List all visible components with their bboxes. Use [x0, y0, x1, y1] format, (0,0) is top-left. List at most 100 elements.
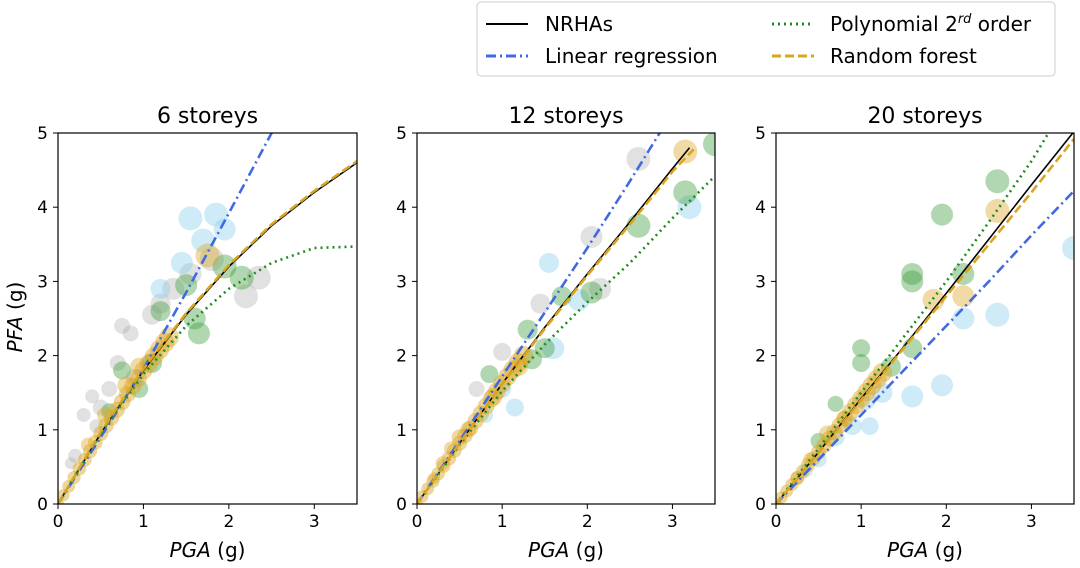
scatter-point-blue: [843, 417, 862, 436]
x-axis-label-unit: (g): [569, 538, 604, 562]
legend: NRHAs Linear regression Polynomial 2rd o…: [476, 1, 1056, 77]
y-tick-label: 0: [37, 495, 48, 515]
scatter-point-blue: [855, 390, 876, 411]
scatter-point-green: [229, 265, 254, 290]
y-tick-label: 2: [755, 347, 766, 367]
y-tick-label: 1: [396, 421, 407, 441]
scatter-point-grey: [493, 342, 512, 361]
scatter-point-green: [985, 169, 1010, 194]
scatter-point-blue: [477, 406, 494, 423]
scatter-point-green: [150, 301, 171, 322]
x-tick-label: 1: [497, 512, 508, 532]
x-tick-label: 2: [941, 512, 952, 532]
scatter-point-gold: [922, 288, 945, 311]
y-tick-label: 3: [396, 272, 407, 292]
x-tick-label: 0: [412, 512, 423, 532]
x-axis-label-var: PGA: [887, 538, 928, 562]
y-tick-label: 3: [755, 272, 766, 292]
scatter-point-blue: [191, 228, 216, 253]
scatter-point-green: [901, 262, 924, 285]
x-axis-label-var: PGA: [528, 538, 569, 562]
legend-label-polynomial-sup: rd: [958, 12, 972, 27]
scatter-point-grey: [109, 355, 126, 372]
scatter-point-green: [183, 307, 206, 330]
scatter-point-grey: [162, 277, 185, 300]
y-tick-label: 0: [396, 495, 407, 515]
legend-label-polynomial-suffix: order: [971, 12, 1031, 36]
scatter-point-blue: [952, 307, 975, 330]
scatter-point-gold: [444, 441, 459, 456]
scatter-point-grey: [92, 399, 109, 416]
scatter-point-grey: [122, 325, 139, 342]
y-tick-label: 5: [755, 124, 766, 144]
plot-frame: [775, 132, 1075, 505]
legend-label-linear: Linear regression: [545, 44, 718, 68]
scatter-point-grey: [114, 317, 131, 334]
scatter-point-green: [580, 281, 603, 304]
plot-frame: [416, 132, 716, 505]
scatter-point-green: [931, 203, 954, 226]
series-line: [417, 148, 695, 504]
scatter-point-blue: [204, 202, 229, 227]
panel-title: 20 storeys: [867, 104, 982, 129]
series-line: [776, 190, 1074, 504]
scatter-point-blue: [985, 302, 1010, 327]
scatter-point-blue: [538, 252, 559, 273]
x-axis-label: PGA (g): [528, 538, 604, 562]
y-axis-label: PFA (g): [3, 282, 27, 353]
scatter-point-gold: [435, 456, 450, 471]
x-tick-label: 2: [223, 512, 234, 532]
y-axis-label-unit: (g): [3, 282, 27, 317]
scatter-point-gold: [510, 357, 529, 376]
y-axis-label-var: PFA: [3, 316, 27, 352]
series-line: [58, 133, 273, 504]
legend-label-polynomial-main: Polynomial 2: [830, 12, 958, 36]
scatter-point-blue: [213, 218, 236, 241]
x-tick-label: 3: [309, 512, 320, 532]
scatter-point-grey: [141, 304, 162, 325]
scatter-point-grey: [199, 247, 224, 272]
scatter-point-grey: [233, 284, 258, 309]
panels: 6 storeys 0 1 2 3 0 1 2 3 4 5 PGA (g) 12 storeys 0 1 2 3…: [37, 104, 1075, 562]
scatter-point-grey: [64, 457, 77, 470]
y-tick-label: 1: [37, 421, 48, 441]
legend-label-random-forest: Random forest: [830, 44, 977, 68]
scatter-point-green: [534, 338, 555, 359]
y-tick-label: 4: [396, 198, 407, 218]
scatter-point-grey: [101, 380, 118, 397]
scatter-point-grey: [125, 368, 144, 387]
scatter-point-blue: [178, 206, 203, 231]
plot-frame: [57, 132, 358, 505]
x-axis-label-var: PGA: [170, 538, 211, 562]
scatter-point-blue: [505, 398, 524, 417]
scatter-point-green: [852, 354, 871, 373]
scatter-point-blue: [860, 417, 879, 436]
y-tick-label: 2: [396, 347, 407, 367]
x-tick-label: 3: [1026, 512, 1037, 532]
y-tick-label: 5: [37, 124, 48, 144]
x-tick-label: 1: [856, 512, 867, 532]
scatter-point-green: [187, 322, 210, 345]
y-tick-label: 4: [755, 198, 766, 218]
x-tick-label: 3: [667, 512, 678, 532]
scatter-point-gold: [952, 285, 975, 308]
scatter-point-grey: [530, 293, 551, 314]
scatter-point-grey: [150, 293, 171, 314]
scatter-point-blue: [150, 278, 171, 299]
scatter-point-green: [827, 395, 844, 412]
scatter-point-grey: [179, 262, 202, 285]
plot-area: [776, 133, 1074, 504]
x-axis-label-unit: (g): [928, 538, 963, 562]
y-tick-label: 3: [37, 272, 48, 292]
scatter-point-blue: [931, 374, 954, 397]
legend-label-polynomial: Polynomial 2rd order: [830, 12, 1032, 36]
scatter-point-green: [626, 213, 651, 238]
x-tick-label: 2: [582, 512, 593, 532]
scatter-point-grey: [246, 265, 271, 290]
x-tick-label: 0: [771, 512, 782, 532]
panel-title: 6 storeys: [157, 104, 258, 129]
scatter-point-grey: [85, 389, 100, 404]
scatter-point-blue: [901, 385, 924, 408]
scatter-point-green: [852, 339, 871, 358]
